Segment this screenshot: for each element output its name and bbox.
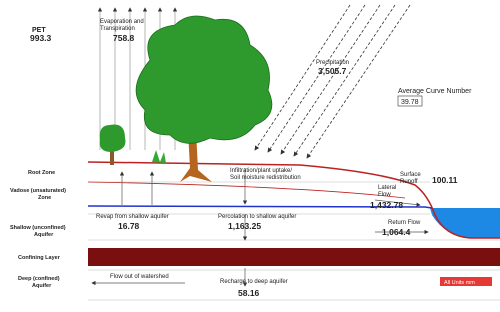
layer-label: Root Zone (28, 170, 55, 176)
runoff-value: 100.11 (432, 175, 458, 185)
layer-label: Deep (confined) (18, 276, 60, 282)
percolation-value: 1,163.25 (228, 221, 261, 231)
water-balance-diagram: PET 993.3 Evaporation and Transpiration … (0, 0, 500, 312)
layer-label: Aquifer (34, 232, 54, 238)
runoff-label: Surface (400, 172, 421, 178)
layer-label: Shallow (unconfined) (10, 225, 66, 231)
cn-value: 39.78 (401, 99, 419, 106)
lateral-label: Lateral (378, 185, 396, 191)
root-zone-bottom (88, 182, 405, 198)
precip-value: 3,505.7 (318, 66, 347, 76)
recharge-value: 58.16 (238, 288, 260, 298)
flow-out-label: Flow out of watershed (110, 274, 169, 280)
lateral-label: Flow (378, 192, 391, 198)
pet-value: 993.3 (30, 33, 52, 43)
infiltration-label: Soil moisture redistribution (230, 175, 301, 181)
units-label: All Units mm (444, 280, 475, 286)
cn-label: Average Curve Number (398, 88, 472, 95)
layer-label: Vadose (unsaturated) (10, 188, 66, 194)
layer-label: Zone (38, 195, 51, 201)
et-value: 758.8 (113, 33, 135, 43)
percolation-label: Percolation to shallow aquifer (218, 214, 296, 220)
return-value: 1,064.4 (382, 227, 411, 237)
layer-label: Aquifer (32, 283, 52, 289)
et-label: Evaporation and (100, 19, 144, 25)
recharge-label: Recharge to deep aquifer (220, 279, 288, 285)
layer-label: Confining Layer (18, 255, 61, 261)
revap-value: 16.78 (118, 221, 140, 231)
layer-lines (88, 182, 500, 300)
runoff-label: Runoff (400, 179, 418, 185)
et-label: Transpiration (100, 26, 135, 32)
lateral-value: 1,432.78 (370, 200, 403, 210)
confining-layer (88, 248, 500, 266)
precipitation-arrows (255, 5, 410, 158)
infiltration-label: Infiltration/plant uptake/ (230, 168, 292, 174)
revap-label: Revap from shallow aquifer (96, 214, 169, 220)
ground-surface (88, 162, 500, 238)
return-label: Return Flow (388, 220, 421, 226)
